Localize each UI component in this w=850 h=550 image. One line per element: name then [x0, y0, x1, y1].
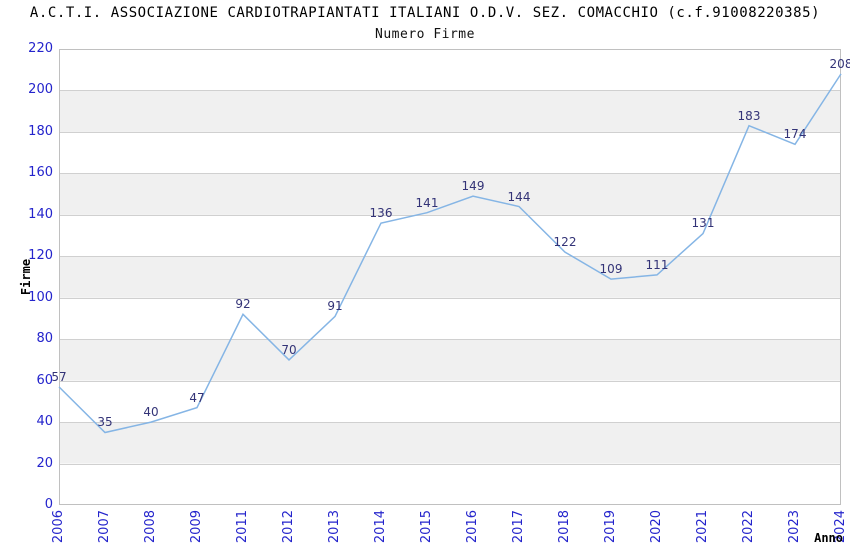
x-tick-label-text: 2009 [189, 510, 204, 544]
y-tick-label: 100 [28, 289, 53, 305]
x-tick-label-text: 2012 [281, 510, 296, 544]
x-tick-label-text: 2017 [511, 510, 526, 544]
point-label: 208 [829, 56, 850, 71]
point-label: 47 [189, 390, 205, 405]
x-tick-label-text: 2022 [741, 510, 756, 544]
plot-area: 57 35 40 47 92 70 91 136 141 149 144 122 109 111 131 18… [51, 49, 850, 505]
line-chart-svg [58, 49, 842, 505]
y-tick-label: 80 [36, 331, 53, 347]
x-tick-label-text: 2007 [97, 510, 112, 544]
point-label: 91 [327, 299, 343, 314]
plot-border [59, 49, 841, 505]
plot-band [59, 173, 841, 215]
plot-band [59, 90, 841, 132]
point-label: 57 [51, 369, 67, 384]
point-label: 111 [645, 257, 669, 272]
x-tick-label-text: 2006 [51, 510, 66, 544]
x-tick-label-text: 2015 [419, 510, 434, 544]
x-tick-label-text: 2014 [373, 510, 388, 544]
y-tick-label: 140 [28, 206, 53, 222]
x-tick-label-text: 2008 [143, 510, 158, 544]
x-tick-label-text: 2021 [695, 510, 710, 544]
y-tick-label: 120 [28, 248, 53, 264]
point-label: 35 [97, 415, 113, 430]
point-label: 131 [691, 216, 715, 231]
y-tick-label: 180 [28, 123, 53, 139]
x-tick-label-text: 2023 [787, 510, 802, 544]
point-label: 149 [461, 179, 485, 194]
x-tick-label-text: 2016 [465, 510, 480, 544]
point-label: 174 [783, 127, 807, 142]
y-tick-label: 60 [36, 372, 53, 388]
point-label: 122 [553, 235, 577, 250]
point-label: 70 [281, 342, 297, 357]
chart-title: A.C.T.I. ASSOCIAZIONE CARDIOTRAPIANTATI … [29, 5, 821, 21]
x-tick-label-text: 2013 [327, 510, 342, 544]
y-tick-label: 20 [36, 455, 53, 471]
x-tick-label-text: 2019 [603, 510, 618, 544]
x-axis-title: Anno [814, 531, 843, 545]
x-tick-label-text: 2020 [649, 510, 664, 544]
y-tick-label: 200 [28, 82, 53, 98]
point-label: 136 [369, 206, 393, 221]
plot-band [59, 256, 841, 298]
y-tick-label: 0 [44, 497, 53, 512]
point-label: 92 [235, 297, 251, 312]
plot-band [59, 339, 841, 381]
y-tick-label: 220 [28, 41, 53, 56]
point-label: 40 [143, 405, 159, 420]
point-label: 183 [737, 108, 761, 123]
point-labels-layer: 57 35 40 47 92 70 91 136 141 149 144 122 109 111 131 18… [51, 49, 850, 505]
x-tick-label-text: 2011 [235, 510, 250, 544]
plot-band [59, 422, 841, 464]
point-label: 109 [599, 262, 623, 277]
chart-subtitle: Numero Firme [375, 27, 475, 42]
x-tick-label-text: 2018 [557, 510, 572, 544]
y-tick-label: 40 [36, 414, 53, 430]
point-label: 141 [415, 195, 439, 210]
point-label: 144 [507, 189, 531, 204]
y-tick-label: 160 [28, 165, 53, 181]
data-line [58, 73, 842, 434]
